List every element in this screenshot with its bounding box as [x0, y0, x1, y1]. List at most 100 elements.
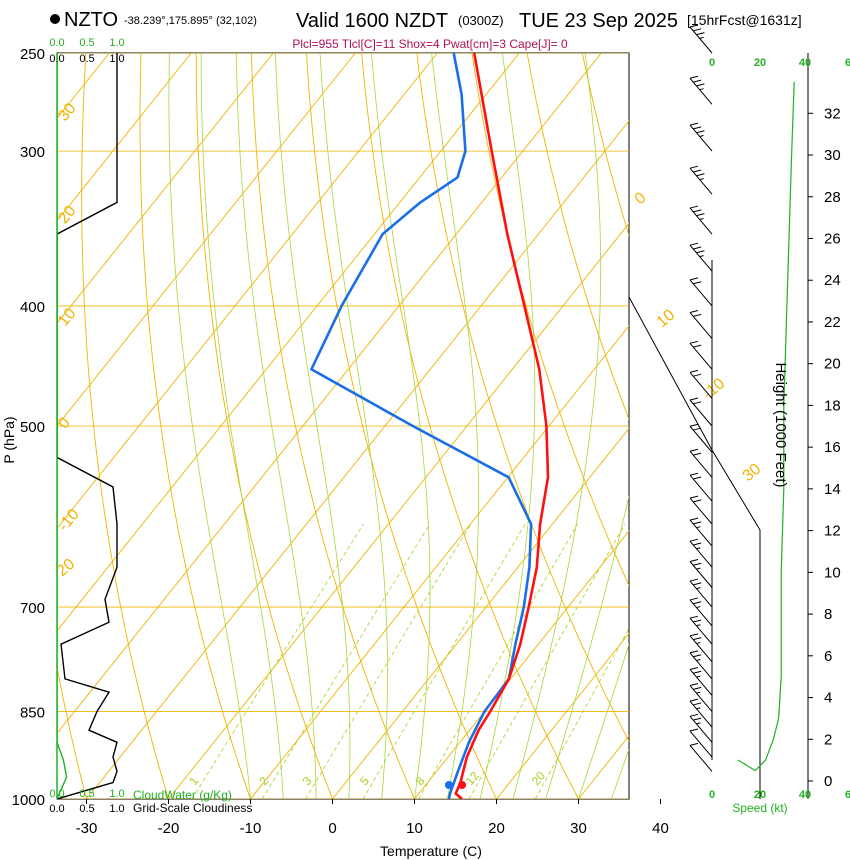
station-location: -38.239°,175.895° (32,102)	[124, 15, 257, 27]
isotherm-line	[414, 530, 629, 799]
wind-barb	[689, 369, 713, 399]
height-tick-label: 0	[824, 773, 832, 790]
wind-barb	[689, 742, 713, 772]
cloudiness-profile	[57, 53, 118, 799]
dry-adiabat-line	[361, 53, 579, 799]
wind-barb	[689, 683, 713, 712]
moist-adiabat-line	[371, 53, 431, 799]
isotherm-label: 10	[55, 305, 80, 330]
moist-adiabat-line	[644, 53, 850, 799]
moist-adiabat-line	[200, 53, 284, 799]
moist-adiabat-line	[610, 748, 629, 799]
wind-barb	[689, 650, 713, 680]
wind-barb	[689, 340, 713, 370]
adiabat-label: 0	[632, 189, 650, 208]
speed-top-label: 6	[845, 57, 850, 69]
mixing-ratio-line	[191, 523, 364, 799]
cloud-water-profile	[57, 53, 68, 799]
height-tick-label: 20	[824, 356, 841, 373]
height-tick-label: 30	[824, 147, 841, 164]
moist-adiabat-line	[431, 53, 479, 799]
dewpoint-trace	[310, 53, 533, 799]
wind-panel	[628, 24, 809, 799]
surface-dewpoint-marker	[444, 781, 453, 789]
temperature-tick-label: -30	[76, 820, 98, 837]
dry-adiabat-line	[526, 53, 629, 421]
dry-adiabat-line	[416, 53, 629, 743]
stability-indices: Plcl=955 Tlcl[C]=11 Shox=4 Pwat[cm]=3 Ca…	[292, 37, 568, 51]
mixing-ratio-label: 20	[529, 769, 549, 788]
wind-barb	[689, 666, 713, 696]
temperature-tick-label: 0	[328, 820, 336, 837]
pressure-axis-title: P (hPa)	[1, 416, 17, 463]
dry-adiabat-line	[748, 53, 850, 799]
height-axis-title: Height (1000 Feet)	[772, 362, 789, 487]
mixing-ratio-label: 3	[300, 774, 315, 788]
height-tick-label: 28	[824, 189, 841, 206]
wind-barb	[689, 578, 713, 608]
height-tick-label: 16	[824, 439, 841, 456]
pressure-tick-label: 1000	[12, 792, 45, 809]
cloud-scale-label: 1.0	[109, 788, 124, 800]
cloud-scale-label: 0.0	[49, 37, 64, 49]
height-tick-label: 4	[824, 690, 832, 707]
cloud-scale-label: 1.0	[109, 803, 124, 815]
height-tick-label: 6	[824, 648, 832, 665]
station-name: NZTO	[64, 9, 118, 31]
temperature-tick-label: 40	[652, 820, 669, 837]
height-tick-label: 10	[824, 564, 841, 581]
wind-barb	[689, 24, 713, 54]
pressure-tick-label: 850	[20, 705, 45, 722]
dry-adiabat-line	[637, 53, 850, 799]
mixing-ratio-line	[468, 523, 626, 799]
forecast-run: [15hrFcst@1631z]	[687, 12, 802, 28]
isotherm-line	[168, 222, 629, 799]
isotherm-line	[661, 53, 850, 799]
temperature-trace	[454, 53, 550, 799]
wind-barb	[689, 242, 713, 272]
speed-bottom-label: 40	[799, 789, 811, 801]
wind-speed-profile	[737, 81, 795, 772]
wind-barb	[689, 75, 713, 105]
adiabat-label: 30	[740, 461, 765, 486]
cloud-scale-label: 0.5	[79, 37, 94, 49]
height-tick-label: 8	[824, 606, 832, 623]
sounding-traces	[310, 53, 550, 799]
temperature-tick-label: -10	[240, 820, 262, 837]
moist-adiabat-line	[319, 53, 388, 799]
moist-adiabat-line	[512, 53, 602, 799]
cloud-scale-label: 0.0	[49, 53, 64, 65]
isotherm-line	[57, 53, 438, 530]
speed-bottom-label: 6	[845, 789, 850, 801]
wind-barb	[689, 310, 713, 339]
height-tick-label: 12	[824, 523, 841, 540]
height-tick-label: 2	[824, 731, 832, 748]
pressure-tick-label: 250	[20, 46, 45, 63]
pressure-tick-label: 300	[20, 144, 45, 161]
cloud-scale-label: 0.0	[49, 788, 64, 800]
wind-barb	[689, 122, 713, 152]
valid-date: TUE 23 Sep 2025	[519, 10, 678, 32]
valid-time: Valid 1600 NZDT	[296, 10, 448, 32]
height-tick-label: 14	[824, 481, 841, 498]
zulu-time: (0300Z)	[458, 13, 504, 28]
wind-barb	[689, 698, 713, 728]
cloud-water-label: CloudWater (g/Kg)	[133, 788, 232, 802]
isotherm-label: 30	[55, 100, 80, 125]
speed-top-label: 0	[709, 57, 715, 69]
isotherm-line	[57, 53, 192, 222]
dry-adiabat-line	[306, 53, 497, 799]
cloud-scale-label: 1.0	[109, 53, 124, 65]
cloudiness-label: Grid-Scale Cloudiness	[133, 801, 252, 815]
temperature-tick-label: -20	[158, 820, 180, 837]
height-tick-label: 22	[824, 314, 841, 331]
isotherm-line	[57, 53, 356, 427]
moist-adiabat-line	[168, 53, 251, 799]
wind-barb	[689, 165, 713, 195]
cloud-scale-label: 0.0	[49, 803, 64, 815]
isotherm-line	[743, 53, 850, 799]
isotherm-line	[57, 53, 274, 325]
